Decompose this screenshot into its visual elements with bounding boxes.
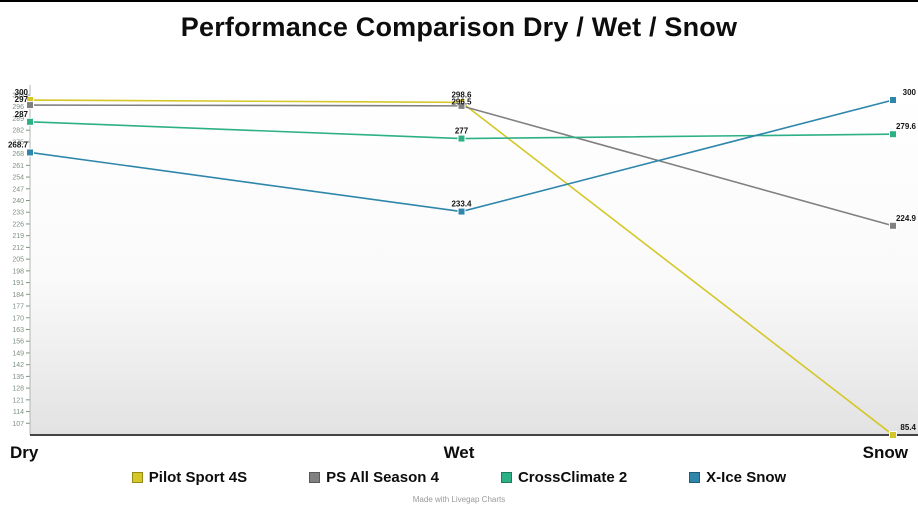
data-point-label: 233.4 [451,200,472,209]
x-axis-labels: Dry Wet Snow [0,443,918,463]
legend-label: X-Ice Snow [706,469,787,486]
legend-marker-yellow [131,472,143,483]
y-tick-label: 170 [12,315,24,322]
y-tick-label: 149 [12,350,24,357]
data-point-label: 298.6 [451,90,472,99]
y-tick-label: 296 [12,104,24,111]
y-tick-label: 240 [12,198,24,205]
data-point-label: 85.4 [900,423,916,432]
y-tick-label: 128 [12,386,24,393]
legend-marker-gray [309,472,321,483]
y-tick-label: 275 [12,139,24,146]
data-point-label: 300 [15,88,29,97]
y-tick-label: 261 [12,163,24,170]
data-point-marker [457,207,466,216]
y-tick-label: 289 [12,116,24,123]
y-tick-label: 107 [12,421,24,428]
chart-title: Performance Comparison Dry / Wet / Snow [180,12,738,42]
line-chart: 303 296 289 282 275 268 261 254 247 240 233 226 219 2… [8,85,918,439]
y-tick-label: 268 [12,151,24,158]
legend-item-ps-all-season-4: PS All Season 4 [309,469,439,486]
credit-text: Made with Livegap Charts [412,495,506,504]
data-point-marker [457,101,466,110]
data-point-marker [889,96,897,105]
x-label-dry: Dry [10,443,39,462]
chart-legend: Pilot Sport 4S PS All Season 4 CrossClim… [0,469,918,486]
legend-item-pilot-sport-4s: Pilot Sport 4S [131,469,248,486]
y-tick-label: 282 [12,128,24,135]
data-point-marker [889,221,897,230]
y-tick-label: 205 [12,257,24,264]
x-label-wet: Wet [443,443,475,462]
data-point-marker [889,130,897,139]
y-tick-label: 226 [12,221,24,228]
y-tick-label: 198 [12,268,24,275]
plot-background [30,85,918,435]
data-point-label: 224.9 [896,214,917,223]
y-tick-label: 254 [12,175,24,182]
y-tick-label: 121 [12,397,24,404]
data-point-label: 297 [15,95,29,104]
y-tick-label: 191 [12,280,24,287]
data-point-label: 287 [15,110,29,119]
legend-label: CrossClimate 2 [517,469,628,486]
chart-area: 303 296 289 282 275 268 261 254 247 240 233 226 219 2… [0,58,918,444]
data-point-marker [457,134,466,143]
data-point-marker [26,117,34,126]
y-tick-label: 156 [12,339,24,346]
legend-label: Pilot Sport 4S [148,469,248,486]
data-point-label: 296.5 [451,97,472,106]
y-tick-label: 184 [12,292,24,299]
y-tick-label: 247 [12,186,24,193]
y-tick-label: 177 [12,304,24,311]
legend-label: PS All Season 4 [326,469,439,486]
y-tick-label: 142 [12,362,24,369]
data-point-marker [26,101,34,110]
y-tick-label: 233 [12,210,24,217]
y-tick-label: 219 [12,233,24,240]
legend-item-crossclimate-2: CrossClimate 2 [500,469,628,486]
y-tick-label: 163 [12,327,24,334]
data-point-marker [26,148,34,157]
data-point-label: 268.7 [8,140,29,149]
data-point-label: 300 [903,88,917,97]
legend-item-x-ice-snow: X-Ice Snow [689,469,786,486]
y-tick-label: 303 [12,93,24,100]
legend-marker-blue [689,472,701,483]
data-point-marker [889,431,897,439]
data-point-label: 279.6 [896,122,917,131]
x-label-snow: Snow [862,443,908,462]
y-tick-label: 135 [12,374,24,381]
y-tick-label: 212 [12,245,24,252]
legend-marker-green [500,472,512,483]
data-point-label: 277 [455,127,469,136]
y-tick-label: 114 [13,409,24,416]
